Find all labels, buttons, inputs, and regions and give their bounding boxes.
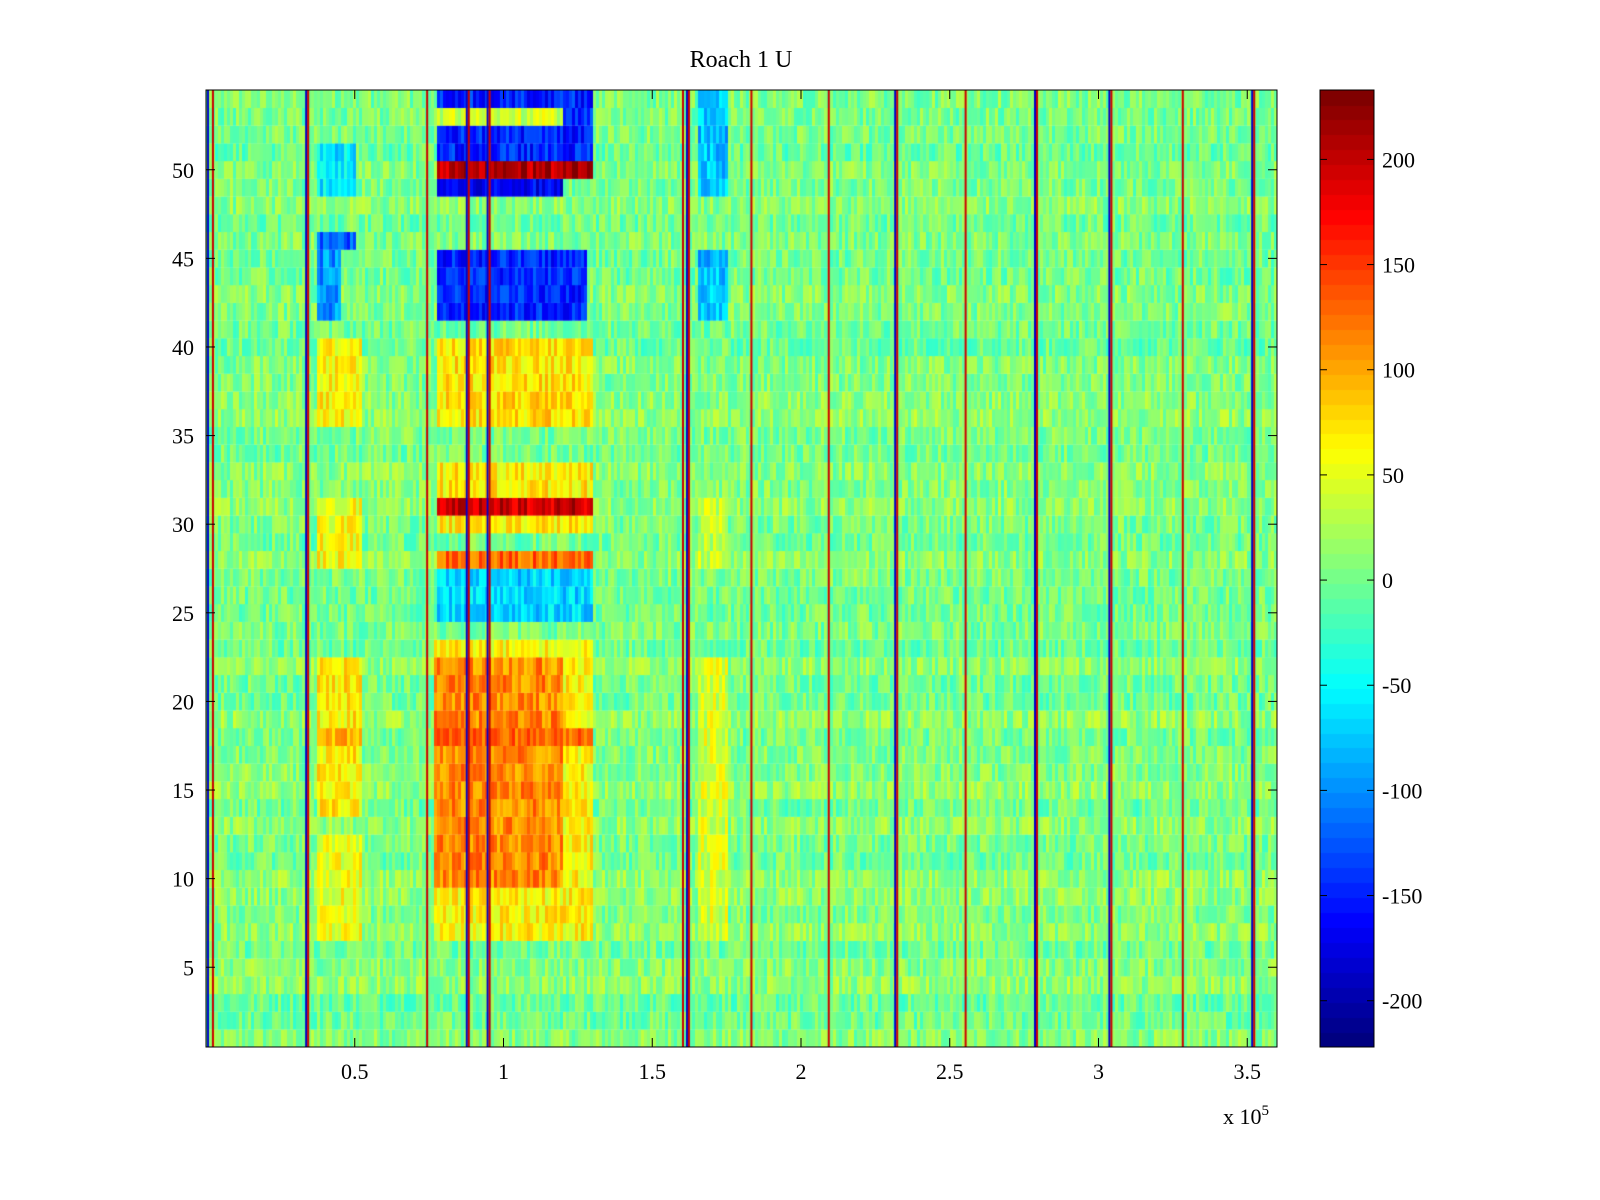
y-tick-label: 30 xyxy=(172,512,194,537)
x-exponent-label: x 105 xyxy=(1223,1103,1269,1129)
x-tick-label: 1.5 xyxy=(639,1059,667,1084)
y-tick-label: 35 xyxy=(172,424,194,449)
x-axis: 0.5 1 1.5 2 2.5 3 3.5 xyxy=(341,90,1261,1084)
colorbar-tick-label: -50 xyxy=(1382,673,1411,698)
x-tick-label: 1 xyxy=(498,1059,509,1084)
colorbar-tick-label: -150 xyxy=(1382,884,1422,909)
colorbar-tick-label: 50 xyxy=(1382,463,1404,488)
plot-axes xyxy=(205,89,1278,1048)
y-tick-label: 45 xyxy=(172,246,194,271)
heatmap-image-wrapper xyxy=(206,90,1277,1047)
x-tick-label: 3.5 xyxy=(1234,1059,1262,1084)
chart-title: Roach 1 U xyxy=(690,47,793,73)
colorbar-frame xyxy=(1319,89,1375,1048)
y-tick-label: 25 xyxy=(172,601,194,626)
plot-frame xyxy=(205,89,1278,1048)
y-tick-label: 5 xyxy=(183,955,194,980)
colorbar-tick-label: -100 xyxy=(1382,778,1422,803)
x-tick-label: 3 xyxy=(1093,1059,1104,1084)
colorbar-gradient xyxy=(1320,90,1374,1047)
y-tick-label: 40 xyxy=(172,335,194,360)
y-tick-label: 15 xyxy=(172,778,194,803)
y-axis: 5 10 15 20 25 30 35 40 45 50 xyxy=(172,158,1277,980)
colorbar-tick-label: 0 xyxy=(1382,568,1393,593)
x-tick-label: 2.5 xyxy=(936,1059,964,1084)
colorbar-tick-label: -200 xyxy=(1382,989,1422,1014)
colorbar-image-wrapper xyxy=(1320,90,1374,1047)
colorbar-tick-label: 150 xyxy=(1382,253,1415,278)
heatmap-image xyxy=(206,90,1277,1047)
x-tick-label: 0.5 xyxy=(341,1059,369,1084)
y-tick-label: 50 xyxy=(172,158,194,183)
colorbar: 200 150 100 50 0 -50 -100 -150 -200 xyxy=(1319,89,1422,1048)
y-tick-label: 20 xyxy=(172,689,194,714)
colorbar-tick-label: 200 xyxy=(1382,147,1415,172)
y-tick-label: 10 xyxy=(172,867,194,892)
colorbar-tick-label: 100 xyxy=(1382,358,1415,383)
x-tick-label: 2 xyxy=(796,1059,807,1084)
